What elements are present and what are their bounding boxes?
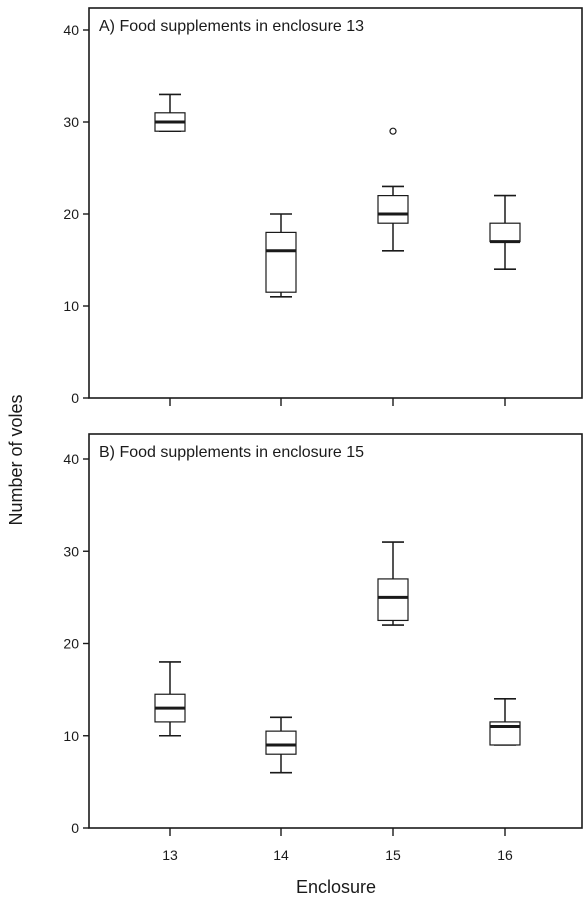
y-tick-label: 0 (71, 390, 79, 406)
box-16 (489, 698, 521, 746)
y-tick-label: 40 (63, 22, 79, 38)
box-14 (265, 716, 297, 774)
box-13 (154, 93, 186, 132)
box-15 (377, 541, 409, 626)
box-iqr (265, 231, 297, 293)
y-tick-label: 30 (63, 114, 79, 130)
y-tick-label: 40 (63, 451, 79, 467)
panel-b: B) Food supplements in enclosure 15 0 10 20… (63, 433, 583, 863)
y-tick-label: 10 (63, 298, 79, 314)
box-iqr (489, 222, 521, 243)
box-iqr (265, 730, 297, 755)
x-tick-label: 13 (162, 847, 178, 863)
x-tick-label: 16 (497, 847, 513, 863)
box-13 (154, 661, 186, 737)
panel-title: A) Food supplements in enclosure 13 (99, 18, 364, 35)
panel-a: A) Food supplements in enclosure 13 0 10 20… (63, 7, 583, 406)
box-14 (265, 213, 297, 298)
y-axis-title: Number of voles (6, 394, 26, 525)
box-15 (377, 127, 409, 252)
box-iqr (377, 195, 409, 224)
box-16 (489, 194, 521, 271)
box-iqr (377, 578, 409, 622)
y-tick-label: 0 (71, 820, 79, 836)
y-tick-label: 20 (63, 636, 79, 652)
plot-frame (88, 433, 583, 829)
x-axis-title: Enclosure (296, 877, 376, 897)
plot-frame (88, 7, 583, 399)
y-tick-label: 30 (63, 543, 79, 559)
outlier-point (389, 127, 397, 135)
panel-title: B) Food supplements in enclosure 15 (99, 444, 364, 461)
x-tick-label: 15 (385, 847, 401, 863)
y-tick-label: 10 (63, 728, 79, 744)
x-tick-label: 14 (273, 847, 289, 863)
y-tick-label: 20 (63, 206, 79, 222)
